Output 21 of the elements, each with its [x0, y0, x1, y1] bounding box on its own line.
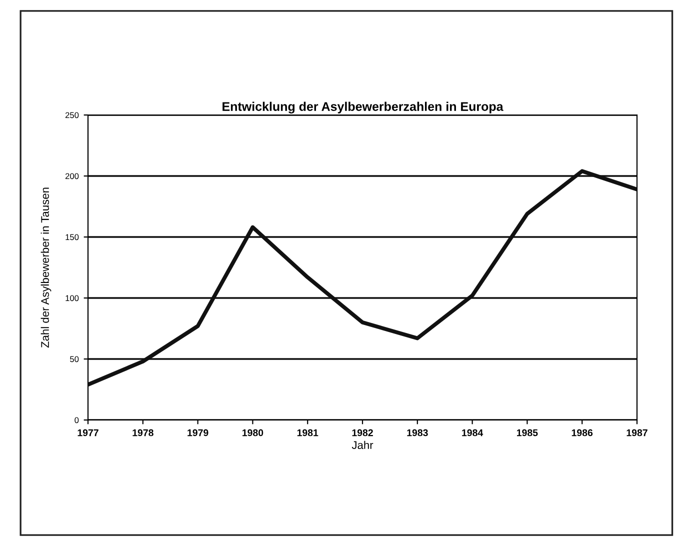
x-tick-label: 1979	[188, 429, 208, 436]
x-tick-label: 1987	[626, 429, 648, 436]
y-tick-label: 200	[65, 173, 79, 180]
y-tick-label: 50	[70, 356, 79, 362]
y-tick-label: 250	[65, 112, 79, 118]
x-tick-label: 1986	[572, 429, 593, 436]
x-tick-label: 1978	[132, 429, 154, 436]
x-axis-title: Jahr	[352, 440, 374, 450]
y-tick-label: 150	[66, 234, 79, 240]
x-tick-label: 1981	[297, 429, 318, 436]
x-tick-label: 1983	[407, 429, 428, 436]
y-axis-title: Zahl der Asylbewerber in Tausen	[40, 188, 52, 348]
y-tick-label: 100	[66, 295, 79, 302]
line-series	[88, 169, 637, 387]
x-tick-label: 1985	[517, 429, 538, 436]
x-tick-label: 1977	[78, 429, 98, 436]
y-tick-label: 0	[74, 417, 79, 424]
x-tick-label: 1984	[462, 429, 484, 436]
x-tick-label: 1982	[352, 429, 373, 436]
x-tick-label: 1980	[242, 429, 264, 436]
chart-title: Entwicklung der Asylbewerberzahlen in Europa	[222, 102, 504, 114]
